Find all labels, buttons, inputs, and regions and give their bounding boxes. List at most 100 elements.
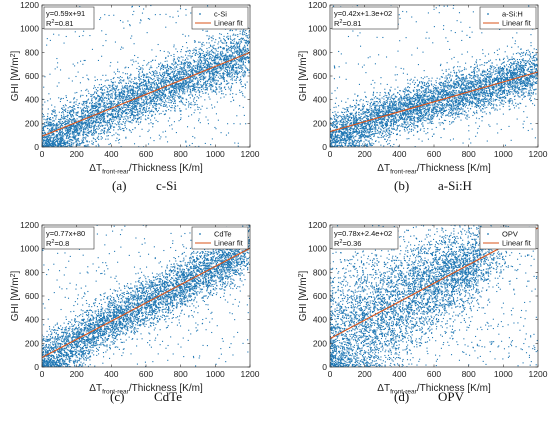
scatter-point [152, 126, 154, 128]
scatter-point [62, 105, 64, 107]
scatter-point [203, 76, 205, 78]
scatter-point [88, 122, 90, 124]
scatter-point [60, 132, 62, 134]
scatter-point [180, 78, 182, 80]
scatter-point [114, 97, 116, 99]
scatter-point [139, 78, 141, 80]
scatter-point [168, 90, 170, 92]
scatter-point [67, 116, 69, 118]
scatter-point [184, 89, 186, 91]
scatter-point [206, 81, 208, 83]
scatter-point [204, 87, 206, 89]
scatter-point [162, 85, 165, 87]
scatter-point [207, 80, 209, 82]
scatter-point [122, 129, 124, 132]
scatter-point [182, 68, 184, 70]
scatter-point [227, 35, 229, 37]
scatter-point [125, 87, 127, 89]
scatter-point [161, 88, 163, 90]
scatter-point [99, 104, 101, 106]
scatter-point [166, 63, 168, 65]
scatter-point [192, 68, 195, 70]
scatter-point [96, 90, 98, 92]
scatter-point [179, 96, 181, 98]
scatter-point [220, 82, 222, 84]
scatter-point [233, 69, 235, 71]
scatter-point [82, 117, 84, 119]
scatter-point [163, 101, 165, 104]
scatter-point [155, 103, 157, 105]
scatter-point [158, 63, 160, 66]
scatter-point [233, 42, 235, 44]
scatter-point [217, 61, 219, 63]
scatter-point [220, 51, 222, 53]
scatter-point [110, 124, 112, 127]
scatter-point [199, 112, 201, 114]
scatter-point [243, 39, 246, 41]
scatter-point [170, 77, 172, 80]
scatter-point [86, 133, 88, 135]
scatter-point [67, 140, 69, 142]
scatter-point [84, 137, 86, 139]
scatter-point [117, 133, 119, 135]
scatter-point [55, 144, 57, 146]
scatter-point [99, 107, 101, 109]
scatter-point [192, 89, 194, 91]
scatter-point [85, 101, 87, 103]
scatter-point [147, 143, 150, 145]
scatter-point [239, 105, 241, 107]
scatter-point [97, 114, 99, 116]
scatter-point [226, 51, 228, 53]
scatter-point [151, 92, 153, 94]
scatter-point [171, 84, 174, 86]
scatter-point [252, 47, 253, 48]
scatter-point [119, 76, 121, 78]
scatter-point [183, 75, 185, 78]
scatter-point [50, 130, 52, 132]
scatter-point [174, 75, 176, 77]
scatter-point [49, 144, 51, 146]
scatter-point [69, 124, 72, 126]
scatter-point [84, 100, 86, 103]
scatter-point [93, 96, 95, 98]
scatter-point [192, 88, 194, 90]
scatter-point [107, 116, 109, 118]
scatter-point [96, 117, 98, 119]
scatter-point [91, 107, 93, 109]
scatter-point [102, 129, 104, 131]
scatter-point [169, 92, 171, 94]
scatter-point [230, 55, 232, 57]
scatter-point [252, 53, 253, 54]
scatter-point [105, 74, 107, 76]
scatter-point [162, 79, 164, 81]
scatter-point [143, 99, 145, 101]
scatter-point [77, 133, 79, 135]
scatter-point [180, 85, 182, 87]
scatter-point [147, 18, 149, 20]
scatter-point [162, 92, 164, 94]
scatter-point [193, 40, 196, 42]
scatter-point [222, 66, 224, 68]
scatter-point [154, 97, 156, 99]
scatter-point [187, 64, 189, 66]
scatter-point [118, 142, 120, 144]
scatter-point [75, 113, 77, 115]
scatter-point [240, 49, 242, 51]
scatter-point [144, 74, 146, 76]
scatter-point [137, 93, 139, 95]
scatter-point [164, 103, 166, 105]
scatter-point [189, 49, 191, 51]
scatter-point [102, 89, 104, 91]
scatter-point [245, 66, 247, 68]
scatter-point [69, 129, 71, 131]
scatter-point [98, 98, 100, 100]
scatter-point [247, 37, 249, 39]
scatter-point [85, 102, 87, 104]
scatter-point [175, 48, 177, 50]
scatter-point [73, 128, 75, 130]
scatter-point [97, 128, 99, 130]
scatter-point [175, 61, 177, 63]
scatter-point [123, 101, 125, 103]
scatter-point [64, 109, 66, 111]
scatter-point [241, 66, 243, 68]
